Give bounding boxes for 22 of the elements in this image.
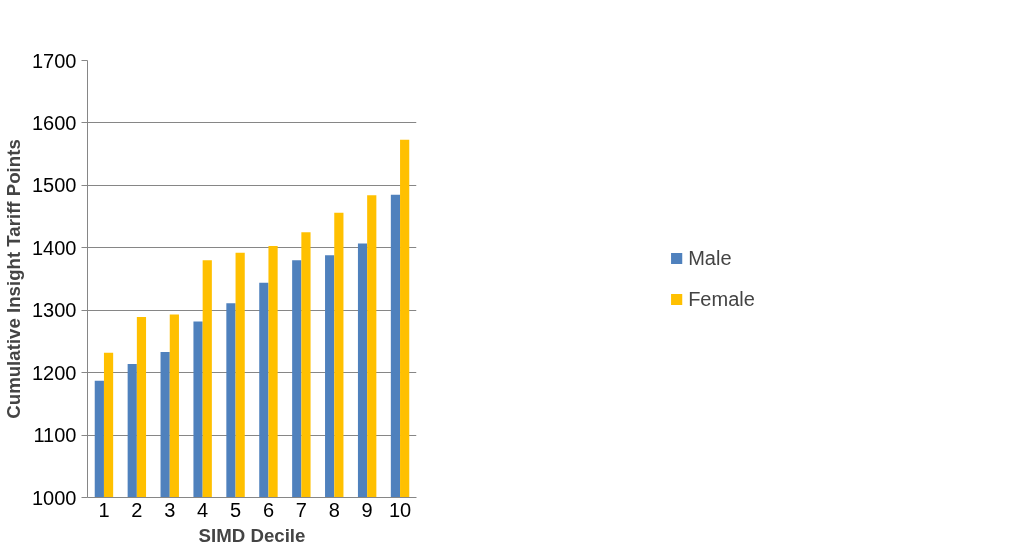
x-tick-label: 1 bbox=[98, 498, 110, 521]
x-tick-label: 5 bbox=[229, 498, 242, 521]
x-tick-label: 10 bbox=[388, 498, 412, 521]
x-tick-label: 8 bbox=[328, 498, 340, 521]
legend-label: Male bbox=[688, 246, 732, 270]
x-tick-label: 3 bbox=[164, 498, 176, 521]
x-axis-title: SIMD Decile bbox=[198, 524, 306, 546]
y-tick-label: 1300 bbox=[32, 299, 77, 322]
legend-label: Female bbox=[688, 287, 755, 311]
x-tick-label: 2 bbox=[131, 498, 143, 521]
y-tick-label: 1100 bbox=[33, 424, 77, 447]
y-tick-label: 1600 bbox=[32, 111, 77, 134]
y-tick-label: 1000 bbox=[32, 486, 77, 509]
y-tick-label: 1200 bbox=[32, 361, 77, 384]
y-tick-label: 1700 bbox=[32, 49, 77, 72]
x-tick-label: 9 bbox=[361, 498, 373, 521]
x-tick-label: 6 bbox=[262, 498, 275, 521]
y-tick-label: 1500 bbox=[32, 174, 77, 197]
y-tick-label: 1400 bbox=[32, 236, 77, 259]
x-tick-label: 4 bbox=[197, 498, 209, 521]
y-axis-title: Cumulative Insight Tariff Points bbox=[3, 139, 25, 419]
x-tick-label: 7 bbox=[295, 498, 307, 521]
